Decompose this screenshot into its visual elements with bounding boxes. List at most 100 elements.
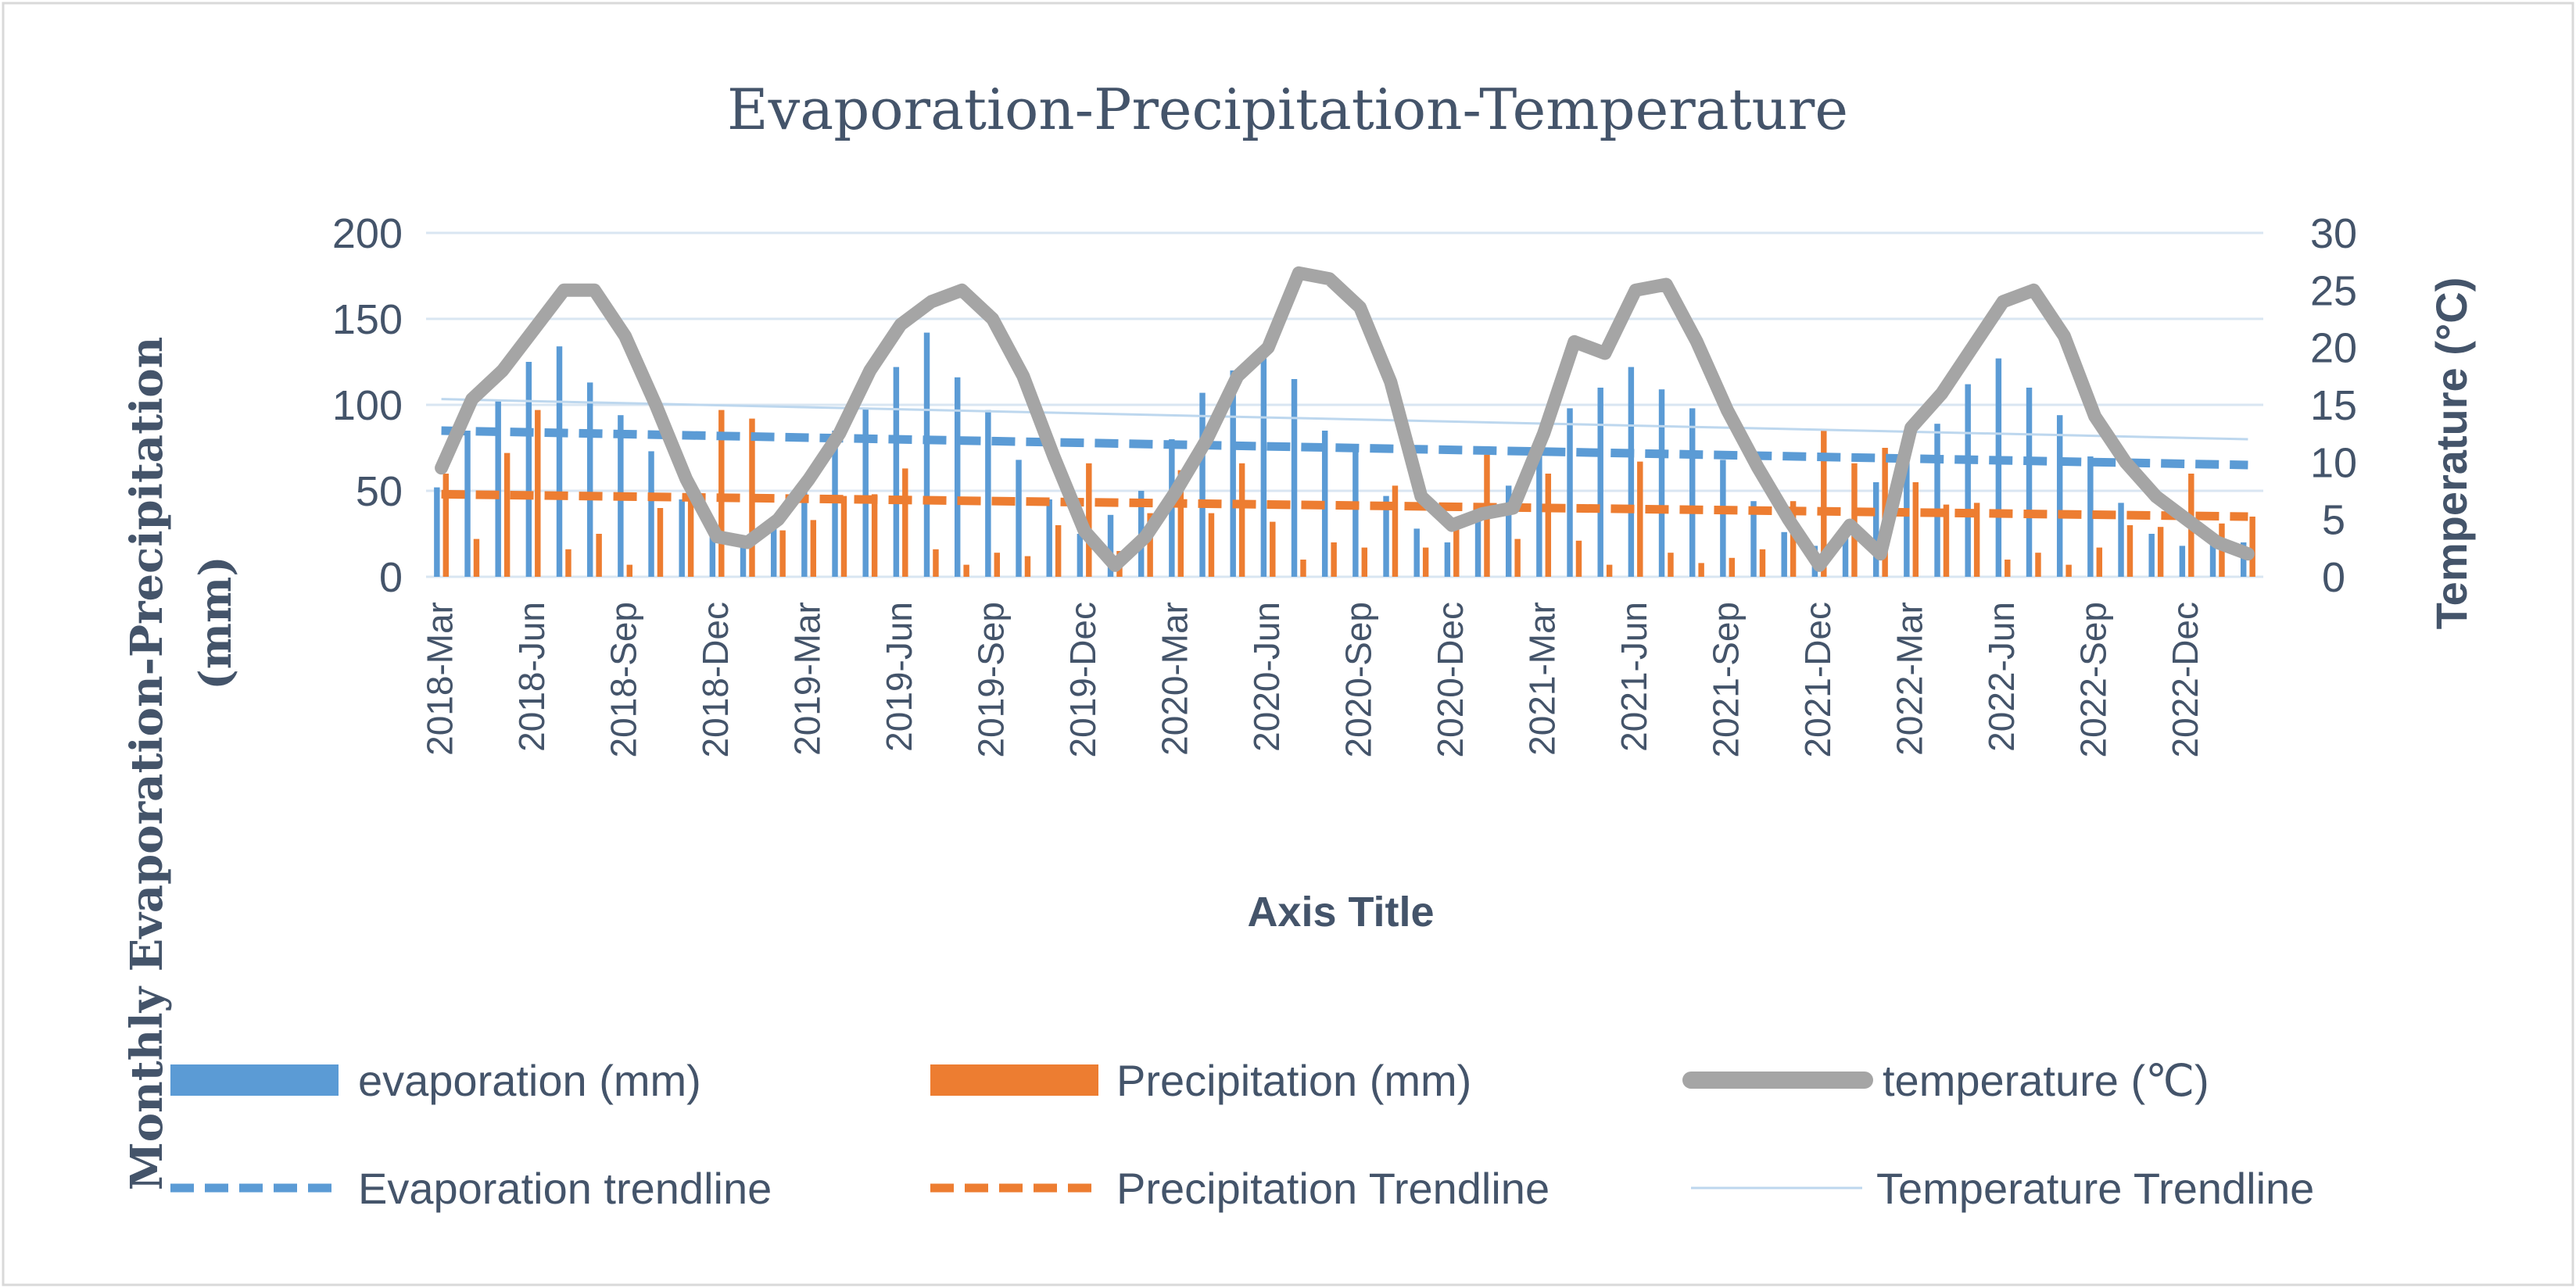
evaporation-bar xyxy=(1597,388,1603,577)
legend-swatch-evaporation xyxy=(170,1064,339,1096)
legend-label-precip-trend: Precipitation Trendline xyxy=(1116,1164,1550,1213)
x-axis-ticks: 2018-Mar 2018-Jun 2018-Sep 2018-Dec 2019-Mar… xyxy=(420,602,2206,758)
precipitation-bar xyxy=(565,549,571,577)
precipitation-bar xyxy=(1331,542,1337,577)
y-tick-label: 200 xyxy=(332,210,403,257)
precipitation-bar xyxy=(902,468,908,577)
legend-label-temperature: temperature (℃) xyxy=(1883,1056,2209,1105)
precipitation-bar xyxy=(840,496,847,577)
x-tick-label: 2020-Jun xyxy=(1246,602,1287,752)
x-tick-label: 2021-Sep xyxy=(1706,602,1747,758)
evaporation-bar xyxy=(648,451,654,577)
precipitation-bar xyxy=(1943,504,1950,577)
precipitation-bar xyxy=(779,530,786,577)
evaporation-bar xyxy=(1965,384,1971,577)
evaporation-bar xyxy=(893,367,900,577)
evaporation-bar xyxy=(1872,482,1879,577)
precipitation-trendline xyxy=(441,489,2248,521)
evaporation-bar xyxy=(1781,531,1787,577)
y-axis-ticks: 200 150 100 50 0 xyxy=(332,210,403,601)
evaporation-bar xyxy=(1046,499,1052,577)
y2-tick-label: 15 xyxy=(2310,382,2357,429)
precipitation-bar xyxy=(1238,463,1245,577)
evaporation-bar xyxy=(464,431,471,577)
evaporation-bar xyxy=(1016,460,1022,577)
precipitation-bar xyxy=(1208,513,1215,577)
precipitation-bar xyxy=(2126,525,2134,577)
x-tick-label: 2018-Jun xyxy=(511,602,552,752)
x-tick-label: 2019-Dec xyxy=(1062,602,1103,757)
temperature-trendline xyxy=(441,398,2248,441)
precipitation-bar xyxy=(687,496,694,577)
x-axis-title: Axis Title xyxy=(1247,889,1434,936)
precipitation-bar xyxy=(1055,525,1062,577)
evaporation-bar xyxy=(923,332,930,577)
precipitation-bar xyxy=(1514,538,1521,577)
y2-tick-label: 0 xyxy=(2322,554,2345,601)
y2-tick-label: 5 xyxy=(2322,497,2345,544)
evaporation-bar xyxy=(586,382,593,577)
evaporation-bar xyxy=(1628,367,1635,577)
trendlines xyxy=(441,398,2248,521)
evaporation-bar xyxy=(1199,392,1206,577)
evaporation-bar xyxy=(556,346,563,577)
x-tick-label: 2021-Jun xyxy=(1614,602,1654,752)
x-tick-label: 2021-Mar xyxy=(1522,602,1563,756)
evaporation-trendline xyxy=(441,426,2248,470)
evaporation-bar xyxy=(2026,388,2033,577)
precipitation-bar xyxy=(1698,563,1704,577)
chart-title: Evaporation-Precipitation-Temperature xyxy=(727,77,1848,142)
evaporation-bar xyxy=(740,546,747,577)
x-tick-label: 2019-Sep xyxy=(971,602,1012,758)
evaporation-bar xyxy=(1720,460,1726,577)
x-tick-label: 2018-Dec xyxy=(695,602,736,757)
precipitation-bar xyxy=(1729,557,1736,577)
legend: evaporation (mm) Precipitation (mm) temp… xyxy=(170,1056,2314,1213)
evaporation-bar xyxy=(801,491,808,577)
x-tick-label: 2022-Mar xyxy=(1890,602,1930,756)
precipitation-bar xyxy=(1545,474,1552,577)
evaporation-bar xyxy=(1444,542,1451,577)
precipitation-bar xyxy=(1300,560,1306,577)
y2-tick-label: 25 xyxy=(2310,267,2357,314)
precipitation-bar xyxy=(1453,521,1460,577)
evaporation-bar xyxy=(2087,456,2094,577)
legend-swatch-precipitation xyxy=(930,1064,1098,1096)
precipitation-bar xyxy=(2249,517,2255,577)
y2-tick-label: 20 xyxy=(2310,325,2357,372)
precipitation-bar xyxy=(1821,431,1827,577)
precipitation-bar xyxy=(810,520,817,577)
evaporation-bar xyxy=(1842,531,1849,577)
y2-tick-label: 10 xyxy=(2310,439,2357,486)
y-axis-title-line2: (mm) xyxy=(190,556,242,690)
precipitation-bar xyxy=(1606,564,1613,577)
precipitation-bar xyxy=(963,564,969,577)
precipitation-bar xyxy=(1422,547,1429,577)
y-tick-label: 0 xyxy=(379,554,403,601)
y-tick-label: 100 xyxy=(332,382,403,429)
precipitation-bar xyxy=(1361,547,1368,577)
precipitation-bar xyxy=(1392,485,1399,577)
precipitation-bar xyxy=(2157,527,2164,577)
evaporation-bar xyxy=(1260,358,1267,577)
evaporation-bar xyxy=(1934,424,1940,577)
evaporation-bar xyxy=(1107,514,1114,577)
evaporation-bar xyxy=(1291,379,1298,577)
legend-label-precipitation: Precipitation (mm) xyxy=(1116,1056,1471,1105)
evaporation-bar xyxy=(1474,520,1481,577)
evaporation-bar xyxy=(2118,503,2124,577)
precipitation-bar xyxy=(596,534,602,577)
evaporation-bar xyxy=(1536,448,1542,577)
evaporation-bar xyxy=(1689,408,1696,577)
precipitation-bar xyxy=(1637,461,1643,577)
precipitation-bar xyxy=(1668,553,1674,577)
precipitation-bar xyxy=(1973,503,1980,577)
evaporation-bar xyxy=(525,362,532,577)
evaporation-bar xyxy=(1995,358,2002,577)
precipitation-bar xyxy=(1147,513,1153,577)
precipitation-bar xyxy=(1759,549,1766,577)
evaporation-bar xyxy=(1321,431,1328,577)
evaporation-bar xyxy=(862,408,869,577)
